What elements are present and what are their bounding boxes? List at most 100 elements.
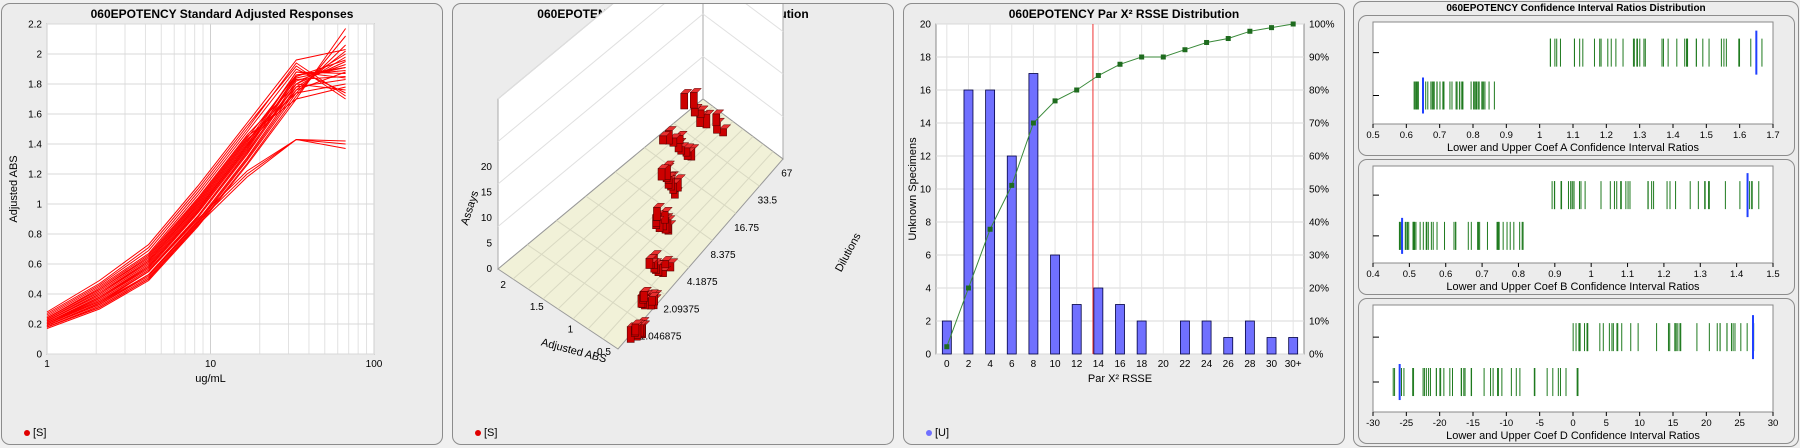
y-axis-label: Adjusted ABS xyxy=(8,155,20,222)
x-tick-label: -5 xyxy=(1535,418,1543,429)
y-axis-label: Dilutions xyxy=(833,231,864,274)
series-line xyxy=(46,71,346,322)
x-tick-label: 28 xyxy=(1244,359,1256,370)
x-tick-label: 25 xyxy=(1734,418,1745,429)
legend-label: [U] xyxy=(935,427,950,439)
bar xyxy=(652,220,661,228)
x-tick-label: 1.5 xyxy=(1766,269,1779,280)
cumulative-marker xyxy=(987,226,993,232)
x-axis-label: Lower and Upper Coef B Confidence Interv… xyxy=(1446,281,1700,293)
series-line xyxy=(46,83,346,320)
bar xyxy=(1244,320,1255,355)
floor-grid-line xyxy=(527,244,642,323)
bar xyxy=(1180,320,1190,355)
x-tick-label: 6 xyxy=(1009,359,1015,370)
legend[interactable]: [S] xyxy=(24,427,46,439)
bar-top xyxy=(712,109,725,115)
cumulative-marker xyxy=(1074,87,1080,93)
series-line xyxy=(46,53,346,326)
wall-grid-line xyxy=(497,56,704,227)
x-tick-label: 1.5 xyxy=(530,302,544,313)
y-tick-label: 2.2 xyxy=(28,20,42,31)
y-tick-label: 18 xyxy=(920,53,932,64)
legend[interactable]: [U] xyxy=(926,427,949,439)
x-tick-label: 20 xyxy=(1158,359,1170,370)
x-axis-label: Lower and Upper Coef D Confidence Interv… xyxy=(1446,430,1700,442)
x-tick-label: 0.7 xyxy=(1475,269,1488,280)
bar-top xyxy=(658,131,672,137)
y-tick-label: 1.8 xyxy=(28,80,42,91)
wall-grid-line xyxy=(702,56,784,117)
cumulative-marker xyxy=(1095,72,1101,78)
panel-title: 060EPOTENCY Par X² RSSE Distribution xyxy=(1008,7,1240,21)
y-tick-label: 6 xyxy=(925,251,931,262)
y-tick-label: 1 xyxy=(36,200,42,211)
y-tick-label: 0.2 xyxy=(28,320,42,331)
y2-tick-label: 30% xyxy=(1309,251,1329,262)
standard-responses-chart[interactable]: 1 10 100 0 0.2 0.4 0.6 0.8 1 1.2 1.4 1.6 1.8 2 2.2 ug/m… xyxy=(2,4,443,445)
series-line xyxy=(46,71,346,323)
bar-top xyxy=(719,124,732,130)
x-tick-label: 1.3 xyxy=(1694,269,1707,280)
y-axis-label: Unknown Specimens xyxy=(907,137,919,241)
y-tick-label: 1.6 xyxy=(28,110,42,121)
cumulative-marker xyxy=(1052,98,1058,104)
wall-grid-line xyxy=(702,13,784,75)
distribution-3d-panel: 060EPOTENCY Adjusted Response Distributi… xyxy=(452,3,894,445)
x-tick-label: 1.1 xyxy=(1621,269,1634,280)
x-tick-label: 1.4 xyxy=(1666,130,1679,141)
legend-dot-icon xyxy=(926,430,932,437)
bar xyxy=(1115,304,1125,355)
x-tick-label: 1.6 xyxy=(1733,130,1746,141)
y2-tick-label: 90% xyxy=(1309,53,1329,64)
cumulative-marker xyxy=(1269,25,1275,31)
z-tick-label: 15 xyxy=(481,188,493,199)
x-tick-label: 15 xyxy=(1668,418,1679,429)
floor-grid-line xyxy=(587,143,764,330)
x-axis-label: ug/mL xyxy=(195,373,226,385)
y2-tick-label: 0% xyxy=(1309,350,1324,361)
bar xyxy=(640,290,648,302)
bar xyxy=(1006,155,1017,355)
bar xyxy=(690,92,698,109)
cumulative-marker xyxy=(1204,39,1210,45)
coef-d-strip-chart[interactable]: -30 -25 -20 -15 -10 -5 0 5 10 15 20 25 30 Lower and U… xyxy=(1359,299,1795,444)
x-tick-label: 0.8 xyxy=(1512,269,1525,280)
cumulative-marker xyxy=(1160,54,1166,60)
floor-grid-line xyxy=(673,122,760,187)
coef-d-subpanel: -30 -25 -20 -15 -10 -5 0 5 10 15 20 25 30 Lower and U… xyxy=(1358,298,1795,444)
x-tick-label: 0.6 xyxy=(1400,130,1413,141)
cumulative-marker xyxy=(965,285,971,291)
floor-grid-line xyxy=(557,128,744,310)
coef-b-strip-chart[interactable]: 0.4 0.5 0.6 0.7 0.8 0.9 1 1.1 1.2 1.3 1.4 1.5 Lower … xyxy=(1359,160,1795,295)
bar xyxy=(712,113,721,127)
legend-label: [S] xyxy=(484,427,498,439)
rsse-distribution-chart[interactable]: 024681012141618200%10%20%30%40%50%60%70%… xyxy=(904,4,1345,445)
legend[interactable]: [S] xyxy=(475,427,497,439)
x-tick-label: 2 xyxy=(500,280,506,291)
x-tick-label: 1.4 xyxy=(1730,269,1743,280)
bar xyxy=(1028,73,1039,355)
coef-a-subpanel: 0.5 0.6 0.7 0.8 0.9 1 1.1 1.2 1.3 1.4 1.5 1.6 1.7 Low… xyxy=(1358,15,1795,156)
x-tick-label: 1 xyxy=(44,359,50,370)
standard-responses-panel: 060EPOTENCY Standard Adjusted Responses … xyxy=(1,3,443,445)
x-tick-label: 16 xyxy=(1114,359,1126,370)
z-tick-label: 0 xyxy=(486,264,492,275)
x-tick-label: -10 xyxy=(1499,418,1513,429)
bar-top xyxy=(664,126,677,131)
bar-top xyxy=(661,256,674,261)
x-tick-label: 1.2 xyxy=(1657,269,1670,280)
y2-tick-label: 40% xyxy=(1309,218,1329,229)
x-axis-label: Par X² RSSE xyxy=(1088,373,1152,385)
x-tick-label: 1.2 xyxy=(1600,130,1613,141)
y-tick-label: 10 xyxy=(920,185,932,196)
series-line xyxy=(46,49,346,313)
y-tick-label: 2 xyxy=(925,317,931,328)
ci-ratios-panel: 060EPOTENCY Confidence Interval Ratios D… xyxy=(1353,1,1799,447)
y-tick-label: 1.2 xyxy=(28,170,42,181)
bar xyxy=(1136,320,1147,355)
y-tick-label: 0.6 xyxy=(28,260,42,271)
x-tick-label: 1.7 xyxy=(1766,130,1779,141)
coef-a-strip-chart[interactable]: 0.5 0.6 0.7 0.8 0.9 1 1.1 1.2 1.3 1.4 1.5 1.6 1.7 Low… xyxy=(1359,16,1795,156)
